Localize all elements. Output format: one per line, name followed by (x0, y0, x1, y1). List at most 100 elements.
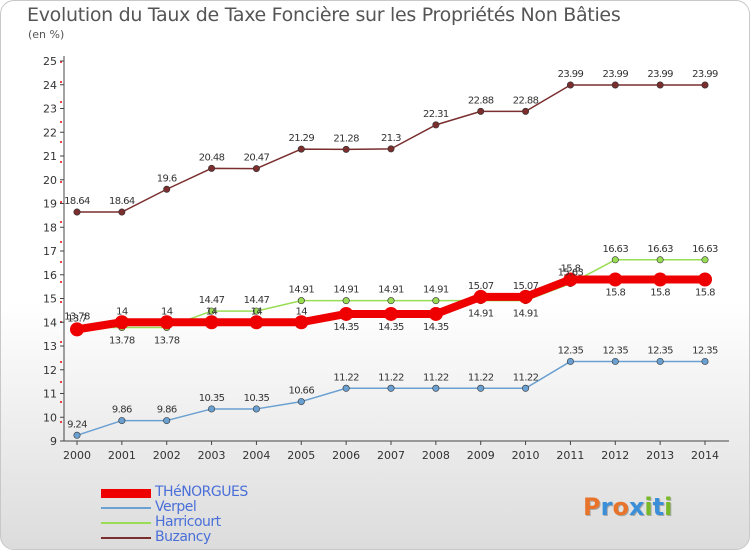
data-point (114, 315, 129, 330)
x-tick-label: 2010 (512, 449, 540, 462)
data-label: 13.7 (67, 313, 87, 324)
data-label: 12.35 (692, 345, 718, 356)
x-tick-label: 2012 (601, 449, 629, 462)
data-label: 14.47 (199, 295, 225, 306)
logo-letter: o (612, 493, 629, 521)
legend-item: Buzancy (101, 530, 361, 545)
data-label: 11.22 (378, 372, 404, 383)
data-point (522, 384, 530, 392)
data-point (432, 121, 440, 129)
chart-subtitle: (en %) (28, 28, 65, 41)
data-label: 23.99 (558, 69, 584, 80)
data-label: 10.66 (288, 386, 314, 397)
data-label: 11.22 (423, 372, 449, 383)
legend-swatch (101, 507, 151, 509)
data-label: 22.88 (468, 95, 494, 106)
data-point (701, 357, 709, 365)
data-point (118, 208, 126, 216)
legend-item: Verpel (101, 500, 361, 515)
legend-label: Harricourt (155, 514, 221, 530)
data-label: 10.35 (199, 393, 225, 404)
data-label: 12.35 (602, 345, 628, 356)
data-point (208, 164, 216, 172)
data-point (252, 165, 260, 173)
y-tick-label: 10 (43, 411, 57, 424)
logo-letter: i (664, 493, 673, 521)
x-tick-label: 2003 (198, 449, 226, 462)
y-tick-label: 24 (43, 79, 57, 92)
data-label: 23.99 (602, 69, 628, 80)
y-tick-label: 16 (43, 269, 57, 282)
data-label: 12.35 (647, 345, 673, 356)
y-tick-label: 14 (43, 316, 57, 329)
y-tick-label: 25 (43, 55, 57, 68)
data-label: 18.64 (64, 196, 90, 207)
data-label: 22.88 (513, 95, 539, 106)
x-tick-label: 2011 (556, 449, 584, 462)
data-point (432, 384, 440, 392)
x-tick-label: 2006 (332, 449, 360, 462)
x-tick-label: 2013 (646, 449, 674, 462)
data-label: 15.8 (605, 288, 625, 299)
x-tick-label: 2007 (377, 449, 405, 462)
data-point (159, 315, 174, 330)
legend: THéNORGUES Verpel Harricourt Buzancy (101, 485, 361, 545)
data-point (697, 272, 712, 287)
data-point (473, 289, 488, 304)
data-label: 16.63 (602, 244, 628, 255)
x-tick-label: 2005 (287, 449, 315, 462)
y-tick-label: 18 (43, 221, 57, 234)
data-point (477, 384, 485, 392)
data-label: 14.91 (468, 309, 494, 320)
data-label: 15.63 (558, 268, 584, 279)
data-label: 14.35 (378, 322, 404, 333)
data-point (656, 357, 664, 365)
data-label: 15.07 (468, 281, 494, 292)
data-point (387, 297, 395, 305)
data-label: 14.35 (423, 322, 449, 333)
data-point (432, 297, 440, 305)
data-label: 14.35 (333, 322, 359, 333)
series-layer (70, 81, 712, 439)
y-tick-label: 17 (43, 245, 57, 258)
data-point (522, 107, 530, 115)
data-point (297, 145, 305, 153)
axes: 9 10 11 12 13 14 15 16 17 18 19 20 21 22 23 24 25 2000 200… (43, 55, 729, 462)
data-point (563, 272, 578, 287)
legend-label: Verpel (155, 499, 197, 515)
data-point (477, 107, 485, 115)
data-label: 15.8 (560, 264, 580, 275)
data-label: 13.78 (154, 335, 180, 346)
data-label: 20.47 (244, 153, 270, 164)
series-buzancy (73, 81, 709, 216)
y-tick-label: 9 (50, 435, 57, 448)
data-label: 14 (251, 306, 263, 317)
data-label: 18.64 (109, 196, 135, 207)
data-label: 14 (296, 306, 308, 317)
data-label: 14 (206, 306, 218, 317)
data-label: 13.78 (109, 335, 135, 346)
x-tick-label: 2004 (242, 449, 270, 462)
data-point (656, 256, 664, 264)
y-tick-label: 19 (43, 198, 57, 211)
data-label: 15.8 (650, 288, 670, 299)
data-point (118, 417, 126, 425)
data-label: 14.91 (423, 285, 449, 296)
logo-letter: i (644, 493, 653, 521)
data-label: 12.35 (558, 345, 584, 356)
data-label: 20.48 (199, 152, 225, 163)
data-point (342, 384, 350, 392)
y-tick-label: 22 (43, 126, 57, 139)
data-point (208, 307, 216, 315)
series-verpel (73, 357, 709, 439)
legend-swatch (101, 488, 151, 498)
data-point (566, 357, 574, 365)
data-label: 9.86 (157, 405, 177, 416)
data-label: 16.63 (692, 244, 718, 255)
logo-letter: t (652, 493, 665, 521)
data-point (566, 81, 574, 89)
y-tick-label: 11 (43, 388, 57, 401)
data-label: 21.28 (333, 133, 359, 144)
data-point (252, 307, 260, 315)
